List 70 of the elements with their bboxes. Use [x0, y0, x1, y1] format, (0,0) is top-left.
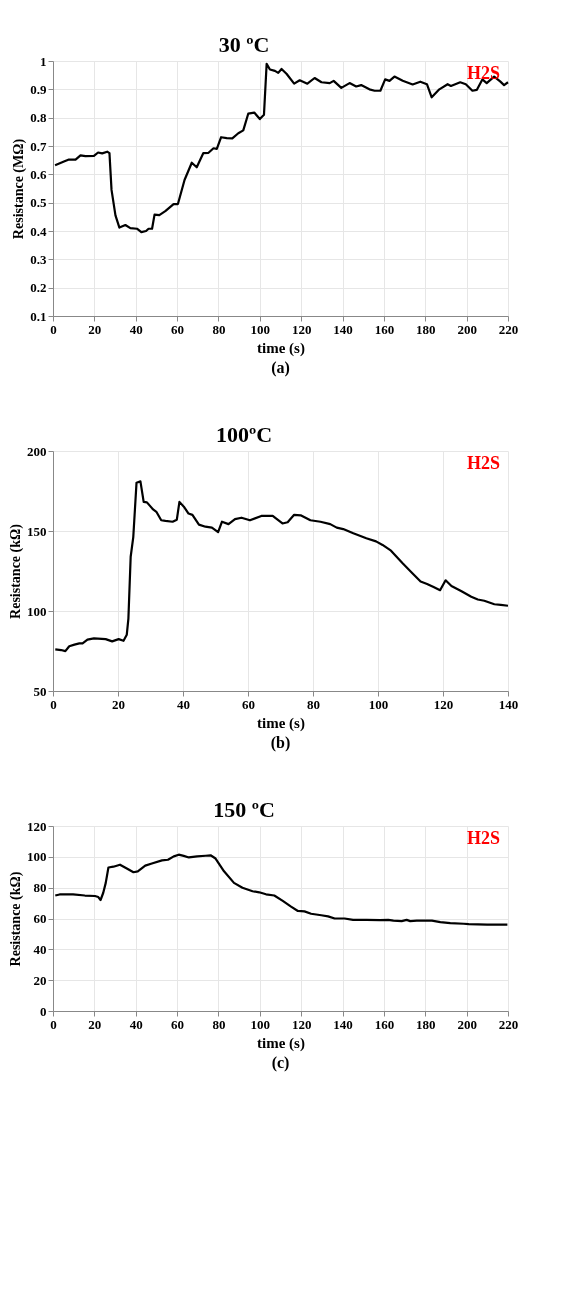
x-tick-label: 140: [498, 696, 519, 712]
x-tick-label: 180: [416, 321, 436, 337]
x-tick-label: 220: [498, 1016, 519, 1032]
line-series: [54, 480, 510, 653]
x-tick-label: 120: [291, 321, 312, 337]
x-tick-label: 200: [457, 1016, 477, 1032]
y-tick-label: 50: [33, 683, 47, 699]
x-tick-label: 40: [177, 696, 190, 712]
x-axis-title: time (s): [257, 339, 305, 357]
x-tick-label: 60: [171, 321, 185, 337]
x-tick-label: 40: [129, 321, 143, 337]
x-tick-label: 0: [50, 321, 57, 337]
y-tick-label: 20: [33, 972, 47, 988]
y-tick-label: 0.6: [30, 166, 47, 182]
x-axis-title: time (s): [257, 1034, 305, 1052]
y-tick-label: 1: [40, 53, 47, 69]
x-tick-label: 20: [88, 1016, 102, 1032]
y-tick-label: 100: [27, 603, 47, 619]
y-tick-label: 0.8: [30, 110, 47, 126]
chart-title: 30 ºC: [218, 32, 270, 57]
x-tick-label: 100: [250, 1016, 271, 1032]
y-axis-title: Resistance (kΩ): [8, 871, 24, 967]
x-tick-label: 0: [50, 696, 57, 712]
y-tick-label: 120: [27, 818, 47, 834]
x-tick-label: 120: [433, 696, 454, 712]
y-tick-label: 80: [33, 880, 47, 896]
y-tick-label: 0.5: [30, 195, 47, 211]
y-tick-label: 200: [27, 443, 47, 459]
y-tick-label: 0.3: [30, 251, 47, 267]
text: (c): [271, 1054, 290, 1072]
x-tick-label: 100: [368, 696, 389, 712]
x-tick-label: 60: [171, 1016, 185, 1032]
y-tick-label: 60: [33, 911, 47, 926]
x-tick-label: 60: [242, 696, 255, 712]
x-axis-title: time (s): [257, 714, 305, 732]
y-axis-title: Resistance (kΩ): [8, 523, 24, 619]
x-tick-label: 20: [88, 321, 102, 337]
chart-title: 100ºC: [216, 422, 273, 447]
y-tick-label: 150: [27, 523, 47, 539]
x-tick-label: 80: [212, 321, 226, 337]
x-tick-label: 220: [498, 321, 519, 337]
text: (a): [271, 359, 290, 377]
x-tick-label: 80: [307, 696, 320, 712]
y-tick-label: 0.9: [30, 81, 47, 97]
y-tick-label: 100: [27, 849, 47, 865]
y-tick-label: 0.2: [30, 280, 47, 296]
annotation: H2S: [466, 828, 500, 848]
chart-title: 150 ºC: [213, 797, 275, 822]
x-tick-label: 160: [374, 321, 395, 337]
y-tick-label: 0.7: [30, 138, 47, 154]
x-tick-label: 200: [457, 321, 477, 337]
x-tick-label: 180: [416, 1016, 436, 1032]
x-tick-label: 80: [212, 1016, 226, 1032]
line-series: [54, 853, 509, 926]
x-tick-label: 140: [333, 321, 353, 337]
annotation: H2S: [466, 63, 500, 83]
x-tick-label: 100: [250, 321, 271, 337]
y-axis-title: Resistance (MΩ): [11, 138, 28, 240]
x-tick-label: 140: [333, 1016, 353, 1032]
text: (b): [270, 734, 291, 752]
annotation: H2S: [466, 453, 500, 473]
y-tick-label: 40: [33, 941, 47, 957]
x-tick-label: 20: [112, 696, 125, 712]
x-tick-label: 120: [291, 1016, 312, 1032]
y-tick-label: 0.4: [30, 223, 47, 239]
y-tick-label: 0: [40, 1003, 47, 1019]
x-tick-label: 160: [374, 1016, 395, 1032]
x-tick-label: 0: [50, 1016, 57, 1032]
y-tick-label: 0.1: [30, 308, 47, 324]
x-tick-label: 40: [129, 1016, 143, 1032]
